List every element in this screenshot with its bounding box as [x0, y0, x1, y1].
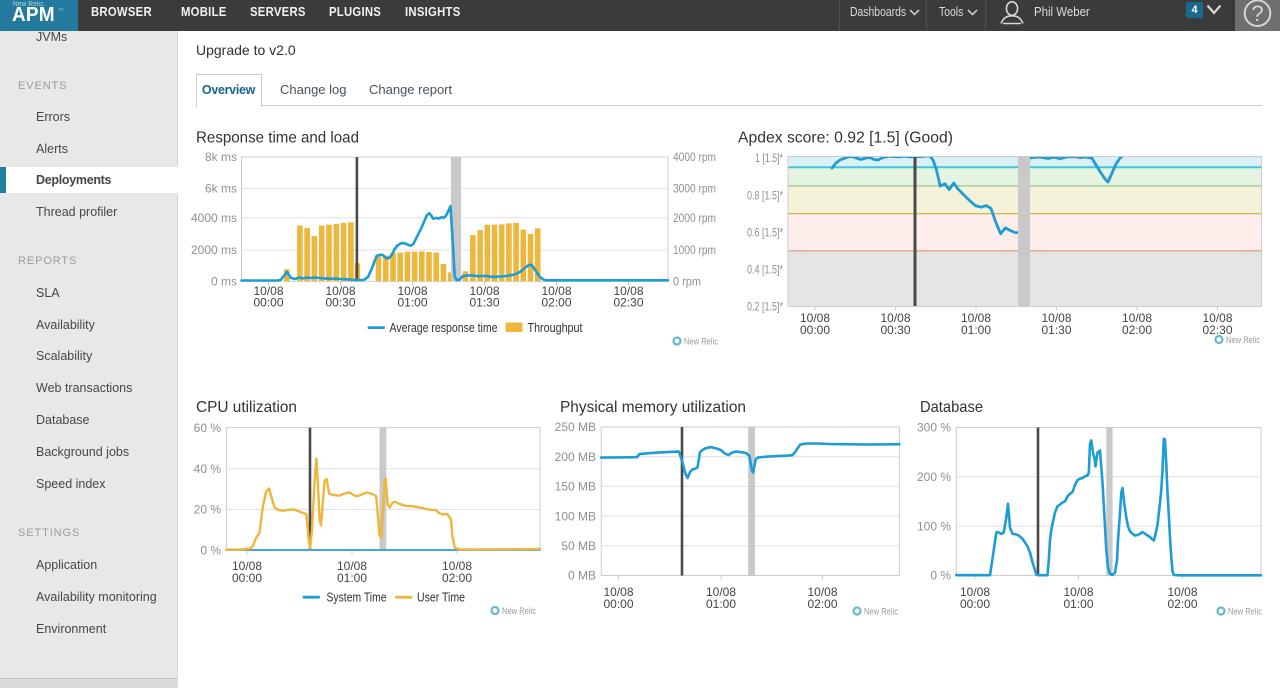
- svg-text:10/08: 10/08: [337, 559, 367, 573]
- svg-text:New Relic: New Relic: [1228, 607, 1262, 618]
- svg-text:00:00: 00:00: [800, 323, 830, 337]
- svg-text:100 %: 100 %: [917, 519, 951, 533]
- svg-text:10/08: 10/08: [881, 311, 911, 325]
- svg-text:02:30: 02:30: [1203, 323, 1233, 337]
- svg-text:0.6 [1.5]*: 0.6 [1.5]*: [747, 226, 783, 240]
- svg-text:01:00: 01:00: [961, 323, 991, 337]
- svg-text:Average response time: Average response time: [390, 320, 498, 335]
- svg-text:10/08: 10/08: [232, 559, 262, 573]
- svg-text:CPU utilization: CPU utilization: [196, 399, 297, 416]
- svg-text:02:00: 02:00: [1122, 323, 1152, 337]
- svg-text:300 %: 300 %: [917, 421, 951, 435]
- svg-text:10/08: 10/08: [1203, 311, 1233, 325]
- svg-text:0 %: 0 %: [930, 569, 951, 583]
- svg-text:3000 rpm: 3000 rpm: [673, 182, 716, 196]
- svg-text:10/08: 10/08: [254, 284, 284, 298]
- svg-text:10/08: 10/08: [961, 311, 991, 325]
- svg-text:20 %: 20 %: [194, 503, 222, 517]
- svg-text:1 [1.5]*: 1 [1.5]*: [755, 151, 783, 165]
- svg-text:01:00: 01:00: [337, 571, 367, 585]
- svg-text:02:00: 02:00: [808, 597, 838, 611]
- svg-text:10/08: 10/08: [442, 559, 472, 573]
- svg-text:New Relic: New Relic: [684, 337, 718, 348]
- svg-text:4000 ms: 4000 ms: [191, 211, 237, 225]
- svg-text:00:00: 00:00: [232, 571, 262, 585]
- svg-text:10/08: 10/08: [1042, 311, 1072, 325]
- svg-text:00:00: 00:00: [604, 597, 634, 611]
- svg-text:New Relic: New Relic: [864, 607, 898, 618]
- svg-text:New Relic: New Relic: [502, 606, 536, 617]
- svg-text:200 MB: 200 MB: [555, 450, 596, 464]
- svg-text:0 rpm: 0 rpm: [673, 275, 701, 289]
- svg-text:4000 rpm: 4000 rpm: [673, 150, 716, 164]
- svg-text:01:00: 01:00: [398, 296, 428, 310]
- svg-text:10/08: 10/08: [326, 284, 356, 298]
- svg-text:1000 rpm: 1000 rpm: [673, 243, 716, 257]
- svg-text:01:30: 01:30: [1042, 323, 1072, 337]
- svg-text:01:00: 01:00: [706, 597, 736, 611]
- svg-text:0 %: 0 %: [200, 544, 221, 558]
- svg-text:System Time: System Time: [327, 590, 387, 605]
- svg-text:10/08: 10/08: [1168, 585, 1198, 599]
- svg-text:Database: Database: [920, 399, 983, 416]
- svg-text:200 %: 200 %: [917, 470, 951, 484]
- svg-text:10/08: 10/08: [706, 585, 736, 599]
- svg-text:02:00: 02:00: [542, 296, 572, 310]
- svg-text:40 %: 40 %: [194, 462, 222, 476]
- svg-text:10/08: 10/08: [808, 585, 838, 599]
- svg-text:100 MB: 100 MB: [555, 509, 596, 523]
- svg-text:50 MB: 50 MB: [561, 539, 596, 553]
- svg-text:User Time: User Time: [417, 590, 465, 605]
- svg-text:0.2 [1.5]*: 0.2 [1.5]*: [747, 300, 783, 314]
- svg-text:Response time and load: Response time and load: [196, 130, 359, 147]
- svg-text:00:30: 00:30: [881, 323, 911, 337]
- svg-text:0.4 [1.5]*: 0.4 [1.5]*: [747, 263, 783, 277]
- svg-text:Throughput: Throughput: [528, 320, 583, 335]
- svg-text:01:00: 01:00: [1064, 597, 1094, 611]
- svg-text:6k ms: 6k ms: [205, 182, 237, 196]
- svg-text:60 %: 60 %: [194, 421, 222, 435]
- svg-text:0.8 [1.5]*: 0.8 [1.5]*: [747, 188, 783, 202]
- svg-text:Physical memory utilization: Physical memory utilization: [560, 399, 746, 416]
- svg-text:2000 rpm: 2000 rpm: [673, 211, 716, 225]
- svg-text:02:00: 02:00: [1168, 597, 1198, 611]
- svg-text:0 ms: 0 ms: [211, 275, 237, 289]
- svg-text:10/08: 10/08: [398, 284, 428, 298]
- svg-text:150 MB: 150 MB: [555, 480, 596, 494]
- svg-text:8k ms: 8k ms: [205, 150, 237, 164]
- svg-text:02:00: 02:00: [442, 571, 472, 585]
- svg-text:10/08: 10/08: [604, 585, 634, 599]
- svg-text:?: ?: [1251, 1, 1263, 26]
- svg-text:0 MB: 0 MB: [568, 569, 596, 583]
- svg-text:02:30: 02:30: [614, 296, 644, 310]
- svg-text:2000 ms: 2000 ms: [191, 243, 237, 257]
- svg-text:Apdex score: 0.92 [1.5] (Good): Apdex score: 0.92 [1.5] (Good): [738, 130, 953, 147]
- svg-text:10/08: 10/08: [1064, 585, 1094, 599]
- svg-text:10/08: 10/08: [542, 284, 572, 298]
- svg-text:10/08: 10/08: [960, 585, 990, 599]
- svg-text:250 MB: 250 MB: [555, 420, 596, 434]
- svg-text:10/08: 10/08: [1122, 311, 1152, 325]
- svg-text:10/08: 10/08: [800, 311, 830, 325]
- svg-text:00:00: 00:00: [254, 296, 284, 310]
- svg-text:01:30: 01:30: [470, 296, 500, 310]
- svg-text:00:30: 00:30: [326, 296, 356, 310]
- svg-text:10/08: 10/08: [614, 284, 644, 298]
- svg-text:10/08: 10/08: [470, 284, 500, 298]
- svg-text:00:00: 00:00: [960, 597, 990, 611]
- svg-text:New Relic: New Relic: [1226, 335, 1260, 346]
